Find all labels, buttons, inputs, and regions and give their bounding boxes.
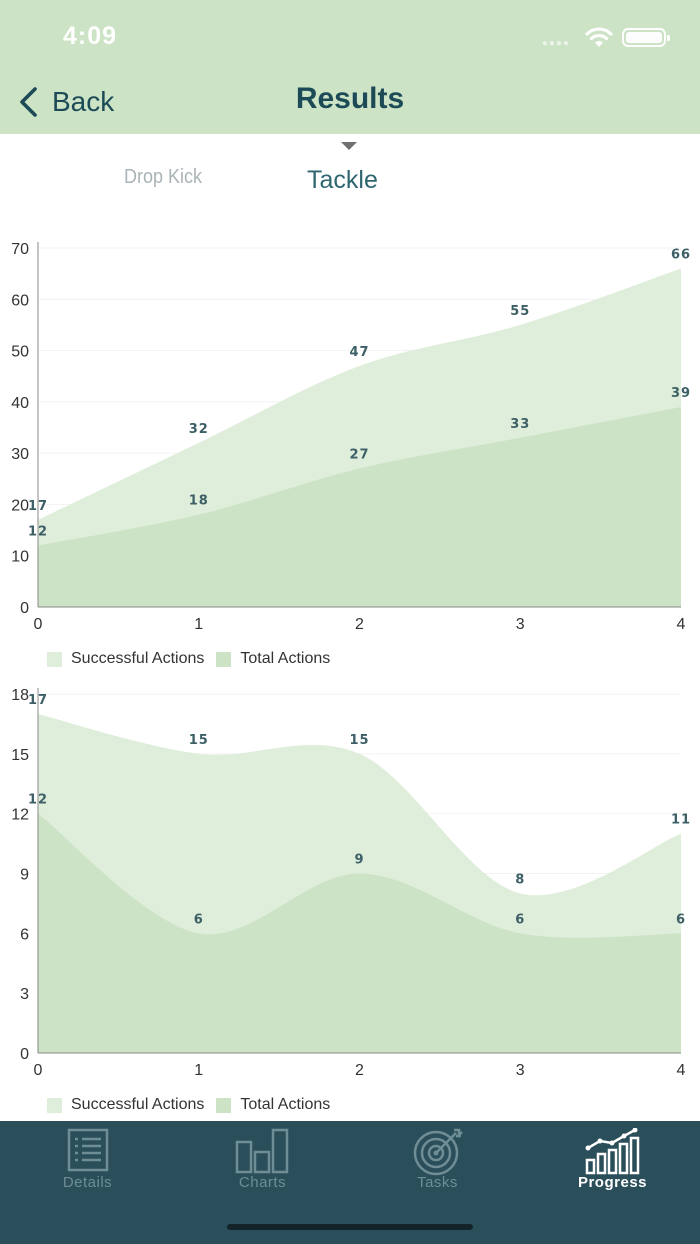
- y-tick-label: 6: [20, 926, 29, 943]
- area-total-actions: [38, 813, 681, 1053]
- data-label-total: 6: [515, 912, 525, 927]
- data-label-successful: 47: [349, 345, 369, 360]
- tab-label-progress: Progress: [577, 1174, 648, 1191]
- tab-label-tasks: Tasks: [417, 1174, 458, 1191]
- y-tick-label: 3: [20, 986, 29, 1003]
- chart-1: 0 10 20 30 40 50 60 70 0 1 2 3 4 17 32 47 55 66 12 18 27 33 39: [0, 230, 700, 650]
- data-label-successful: 32: [189, 422, 209, 437]
- y-tick-label: 18: [11, 687, 29, 704]
- tab-progress[interactable]: Progress: [525, 1121, 700, 1211]
- data-label-total: 18: [189, 494, 209, 509]
- y-tick-label: 20: [11, 497, 29, 514]
- legend-swatch-total: [216, 651, 232, 667]
- x-tick-label: 3: [516, 616, 525, 633]
- y-tick-label: 30: [11, 446, 29, 463]
- progress-icon: [585, 1128, 639, 1175]
- x-tick-label: 3: [516, 1062, 525, 1079]
- data-label-successful: 8: [515, 872, 525, 887]
- area-total-actions: [38, 406, 681, 607]
- data-label-total: 39: [671, 386, 691, 401]
- y-tick-label: 12: [11, 807, 29, 824]
- legend-successful: Successful Actions: [47, 650, 204, 668]
- segment-tackle[interactable]: Tackle: [307, 166, 378, 194]
- data-label-total: 27: [349, 448, 369, 463]
- y-tick-label: 0: [20, 1046, 29, 1063]
- data-label-successful: 55: [510, 304, 530, 319]
- legend-1: Successful Actions Total Actions: [47, 650, 342, 668]
- legend-total: Total Actions: [216, 650, 330, 668]
- legend-successful: Successful Actions: [47, 1096, 204, 1114]
- y-tick-label: 70: [11, 241, 29, 258]
- data-label-successful: 17: [28, 693, 48, 708]
- caret-down-icon: [341, 142, 357, 150]
- legend-label-successful: Successful Actions: [71, 650, 205, 667]
- tab-label-charts: Charts: [238, 1174, 287, 1191]
- x-tick-label: 2: [355, 616, 364, 633]
- list-icon: [67, 1128, 108, 1172]
- segment-drop-kick[interactable]: Drop Kick: [124, 166, 203, 188]
- data-label-total: 33: [510, 417, 530, 432]
- y-tick-label: 15: [11, 747, 29, 764]
- back-label: Back: [52, 86, 115, 117]
- legend-label-total: Total Actions: [240, 1096, 331, 1113]
- data-label-total: 6: [194, 912, 204, 927]
- tab-charts[interactable]: Charts: [175, 1121, 350, 1211]
- back-button[interactable]: Back: [14, 84, 114, 120]
- y-tick-label: 10: [11, 549, 29, 566]
- legend-swatch-successful: [47, 1097, 62, 1113]
- data-label-successful: 11: [671, 813, 691, 828]
- page-title: Results: [295, 82, 405, 115]
- y-tick-label: 50: [11, 344, 29, 361]
- tab-label-details: Details: [62, 1174, 113, 1191]
- wifi-icon: [585, 27, 613, 47]
- y-tick-label: 60: [11, 292, 29, 309]
- x-tick-label: 4: [677, 1062, 686, 1079]
- tab-tasks[interactable]: Tasks: [350, 1121, 525, 1211]
- data-label-total: 12: [28, 793, 48, 808]
- legend-swatch-successful: [47, 651, 62, 667]
- status-indicators: ●●●●: [506, 26, 670, 49]
- x-tick-label: 2: [355, 1062, 364, 1079]
- tab-bar: Details Charts: [0, 1121, 700, 1244]
- legend-2: Successful Actions Total Actions: [47, 1096, 342, 1114]
- tab-details[interactable]: Details: [0, 1121, 175, 1211]
- signal-icon: ●●●●: [541, 38, 570, 49]
- data-label-successful: 15: [349, 733, 369, 748]
- battery-icon: [622, 28, 670, 47]
- legend-label-successful: Successful Actions: [71, 1096, 205, 1113]
- data-label-total: 12: [28, 524, 48, 539]
- y-tick-label: 9: [20, 867, 29, 884]
- x-tick-label: 0: [34, 1062, 43, 1079]
- x-tick-label: 1: [194, 1062, 203, 1079]
- y-tick-label: 0: [20, 600, 29, 617]
- y-tick-label: 40: [11, 395, 29, 412]
- chart-2: 0 3 6 9 12 15 18 0 1 2 3 4 17 15 15 8 11 12 6 9 6 6: [0, 676, 700, 1096]
- chevron-left-icon: [20, 87, 37, 117]
- bar-chart-icon: [235, 1128, 288, 1174]
- x-tick-label: 0: [34, 616, 43, 633]
- home-indicator: [227, 1224, 473, 1230]
- legend-label-total: Total Actions: [240, 650, 331, 667]
- data-label-successful: 66: [671, 248, 691, 263]
- x-tick-label: 1: [194, 616, 203, 633]
- header: 4:09 ●●●● Back Results: [0, 0, 700, 134]
- data-label-total: 9: [354, 853, 364, 868]
- data-label-successful: 15: [189, 733, 209, 748]
- legend-total: Total Actions: [216, 1096, 330, 1114]
- data-label-successful: 17: [28, 499, 48, 514]
- status-time: 4:09: [63, 22, 118, 50]
- x-tick-label: 4: [677, 616, 686, 633]
- target-icon: [413, 1128, 463, 1176]
- legend-swatch-total: [216, 1097, 232, 1113]
- data-label-total: 6: [676, 912, 686, 927]
